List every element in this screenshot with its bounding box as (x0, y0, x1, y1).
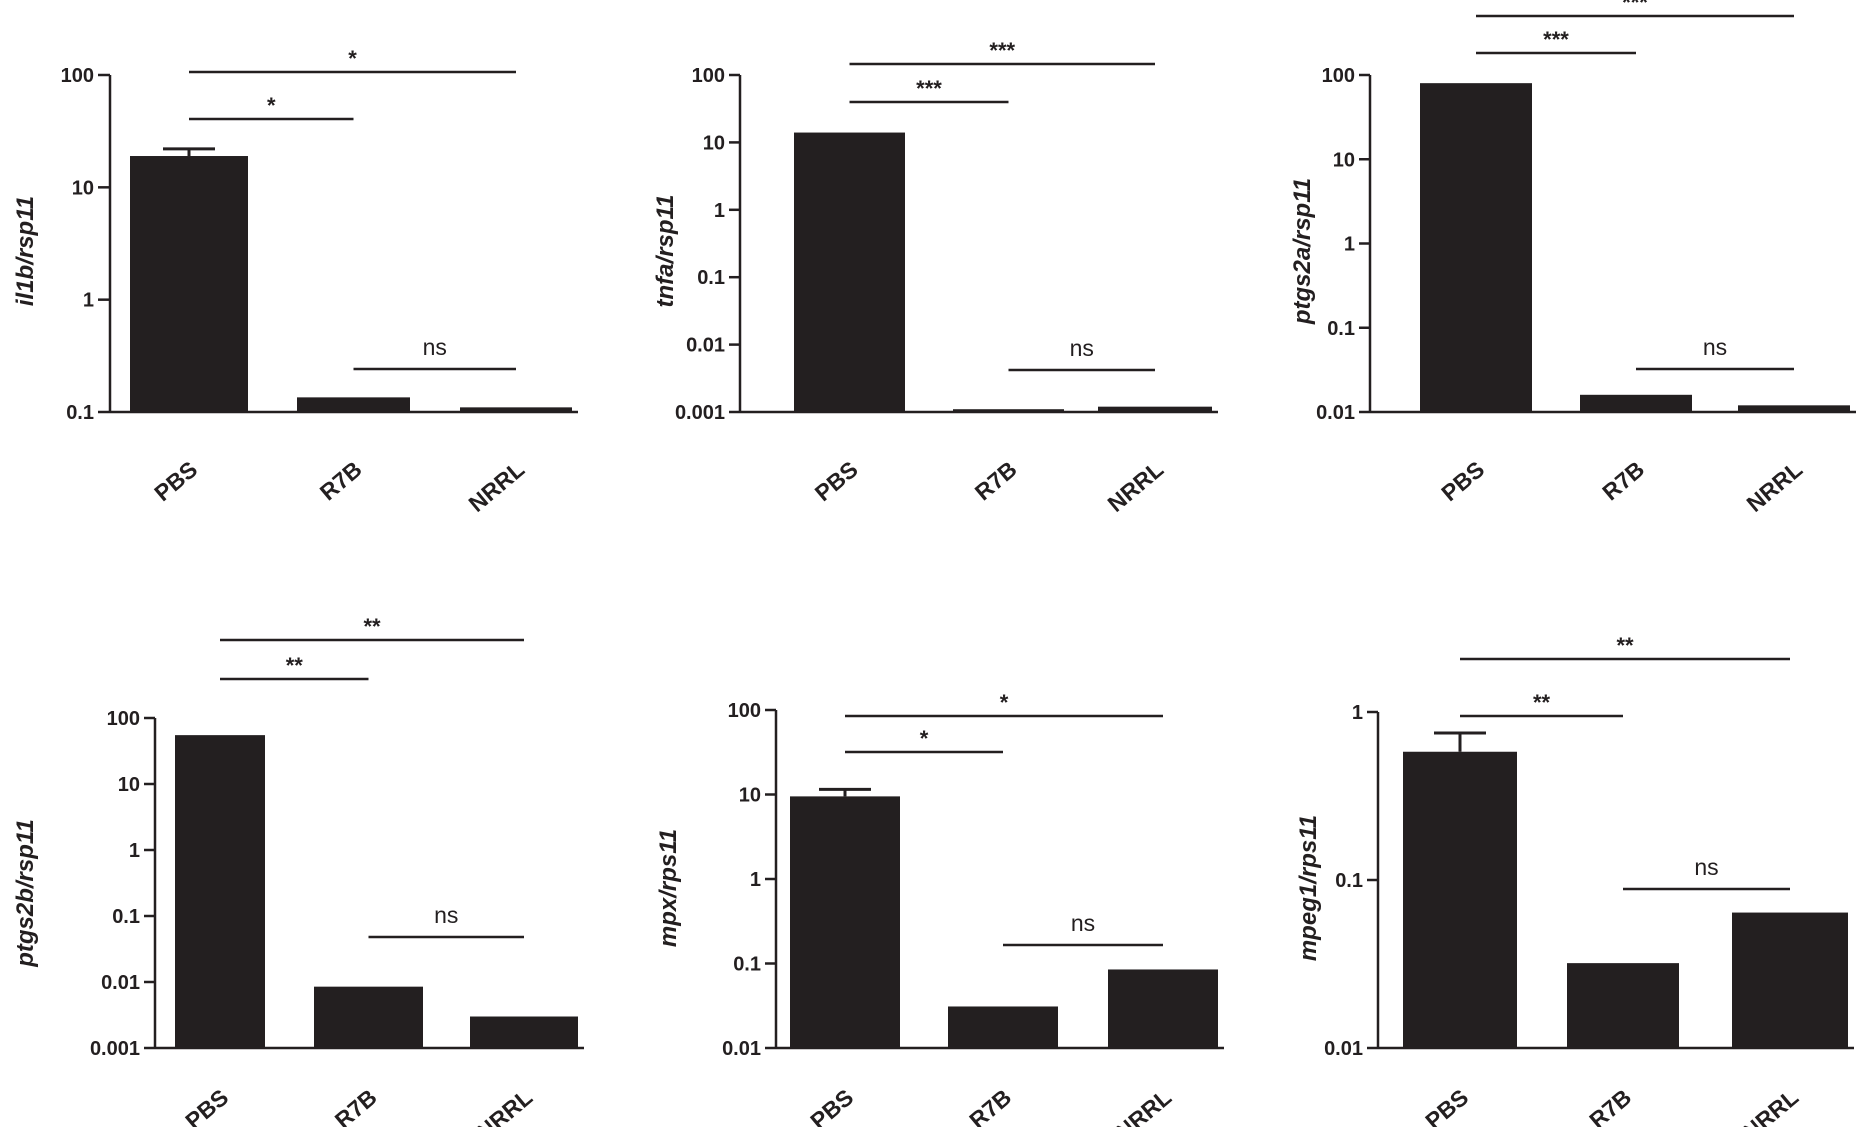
category-label: R7B (964, 1084, 1016, 1127)
y-tick-label: 1 (1344, 234, 1355, 256)
category-label: PBS (805, 1084, 858, 1127)
category-label: NRRL (472, 1084, 538, 1127)
y-axis-label: tnfa/rsp11 (652, 195, 679, 308)
y-axis-label: ptgs2b/rsp11 (12, 819, 39, 968)
y-tick-label: 1 (750, 869, 761, 891)
y-axis-label: mpx/rps11 (655, 829, 682, 947)
category-label: PBS (180, 1084, 233, 1127)
bar (1108, 969, 1218, 1048)
panel-4: 0.001 0.01 0.1 1 10 100 PBS R7B NRRL ptgs2b/rsp11… (12, 614, 584, 1127)
significance-label: * (920, 726, 929, 751)
bar (1420, 83, 1532, 412)
y-tick-label: 100 (61, 65, 94, 87)
y-tick-label: 1 (714, 200, 725, 222)
significance-label: ** (286, 653, 304, 678)
significance-label: ns (434, 902, 458, 928)
significance-label: * (267, 93, 276, 118)
y-tick-label: 100 (728, 700, 761, 722)
y-axis-label: mpeg1/rps11 (1295, 815, 1322, 961)
significance-label: ** (1616, 633, 1634, 658)
y-tick-label: 0.01 (101, 972, 140, 994)
category-label: R7B (1597, 456, 1649, 505)
bar (1580, 394, 1692, 412)
category-label: PBS (1436, 456, 1489, 506)
y-tick-label: 0.01 (1324, 1038, 1363, 1060)
category-label: NRRL (1103, 456, 1169, 517)
category-label: R7B (330, 1084, 382, 1127)
category-label: PBS (149, 456, 202, 506)
y-tick-label: 0.1 (66, 402, 94, 424)
significance-label: ns (423, 334, 447, 360)
category-label: NRRL (1738, 1084, 1804, 1127)
significance-label: ns (1703, 334, 1727, 360)
category-label: R7B (970, 456, 1022, 505)
bar (130, 156, 248, 412)
bar (1098, 406, 1212, 412)
significance-label: ns (1694, 854, 1718, 880)
y-tick-label: 0.1 (112, 906, 140, 928)
y-axis-label: ptgs2a/rsp11 (1289, 178, 1316, 325)
significance-label: *** (1543, 27, 1569, 52)
y-tick-label: 0.001 (675, 402, 725, 424)
significance-label: *** (916, 76, 942, 101)
bar (1403, 751, 1517, 1048)
y-tick-label: 0.001 (90, 1038, 140, 1060)
bar (1567, 963, 1679, 1048)
y-tick-label: 0.1 (697, 267, 725, 289)
category-label: R7B (315, 456, 367, 505)
category-label: NRRL (464, 456, 530, 517)
bar (948, 1006, 1058, 1048)
bar (175, 735, 265, 1048)
y-tick-label: 0.01 (722, 1038, 761, 1060)
y-tick-label: 10 (703, 132, 725, 154)
bar (297, 397, 410, 412)
y-tick-label: 10 (72, 177, 94, 199)
y-tick-label: 0.01 (1316, 402, 1355, 424)
y-tick-label: 10 (118, 774, 140, 796)
category-label: PBS (1420, 1084, 1473, 1127)
panel-3: 0.01 0.1 1 10 100 PBS R7B NRRL ptgs2a/rsp11 *** **… (1289, 0, 1856, 517)
y-tick-label: 1 (129, 840, 140, 862)
y-tick-label: 10 (1333, 149, 1355, 171)
category-label: NRRL (1111, 1084, 1177, 1127)
category-label: R7B (1584, 1084, 1636, 1127)
bar (460, 407, 572, 412)
panel-5: 0.01 0.1 1 10 100 PBS R7B NRRL mpx/rps11 * * ns (655, 690, 1224, 1127)
y-tick-label: 0.01 (686, 335, 725, 357)
panel-1: 0.1 1 10 100 PBS R7B NRRL il1b/rsp11 * * ns (12, 46, 578, 517)
bar (794, 132, 905, 412)
significance-label: ** (1533, 690, 1551, 715)
bar (314, 986, 423, 1048)
y-tick-label: 1 (83, 290, 94, 312)
significance-label: *** (1622, 0, 1648, 15)
bar (1732, 912, 1848, 1048)
y-axis-label: il1b/rsp11 (12, 196, 39, 306)
significance-label: *** (989, 38, 1015, 63)
y-tick-label: 100 (107, 708, 140, 730)
panel-2: 0.001 0.01 0.1 1 10 100 PBS R7B NRRL tnfa/rsp11 **… (652, 38, 1218, 517)
y-tick-label: 0.1 (1327, 318, 1355, 340)
bar (1738, 405, 1850, 412)
bar (790, 796, 900, 1048)
y-tick-label: 100 (692, 65, 725, 87)
y-tick-label: 0.1 (733, 954, 761, 976)
y-tick-label: 100 (1322, 65, 1355, 87)
significance-label: ns (1071, 910, 1095, 936)
y-tick-label: 0.1 (1335, 870, 1363, 892)
y-tick-label: 1 (1352, 702, 1363, 724)
significance-label: ** (363, 614, 381, 639)
significance-label: ns (1070, 335, 1094, 361)
bar (953, 409, 1064, 412)
category-label: PBS (810, 456, 863, 506)
significance-label: * (1000, 690, 1009, 715)
category-label: NRRL (1742, 456, 1808, 517)
y-tick-label: 10 (739, 785, 761, 807)
bar (470, 1016, 578, 1048)
significance-label: * (348, 46, 357, 71)
panel-6: 0.01 0.1 1 PBS R7B NRRL mpeg1/rps11 ** ** ns (1295, 633, 1854, 1127)
